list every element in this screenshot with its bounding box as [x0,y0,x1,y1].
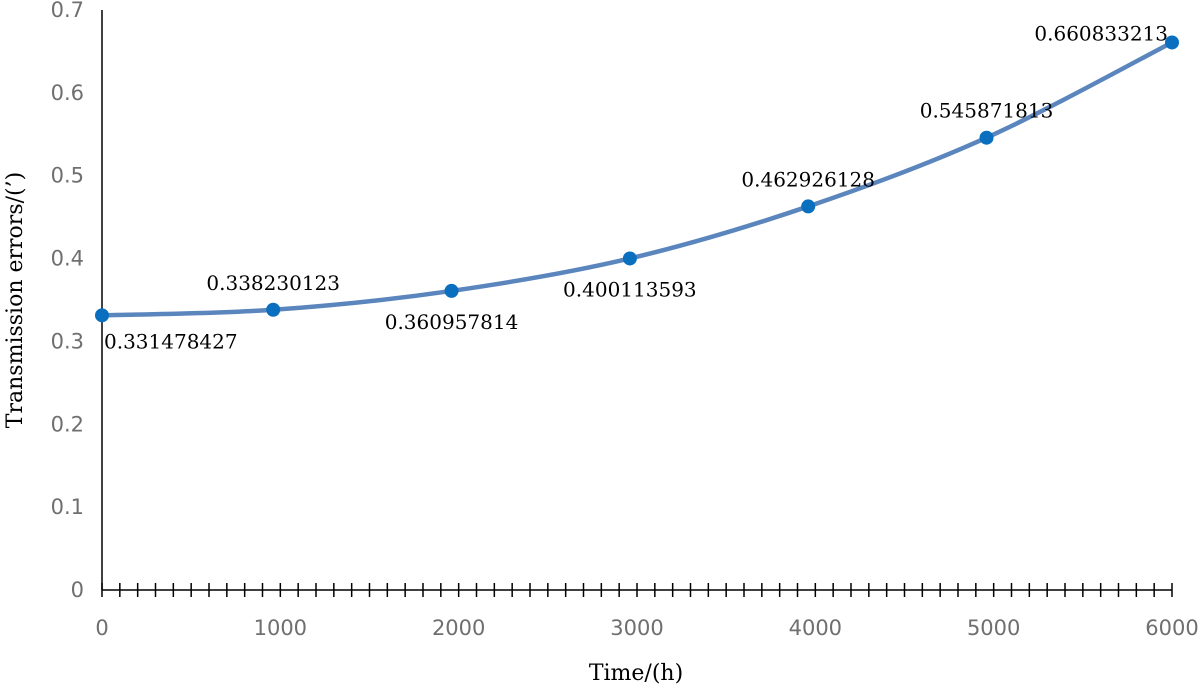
data-point [622,251,637,266]
series [95,35,1179,323]
data-label: 0.462926128 [741,167,875,191]
y-tick-label: 0.3 [51,329,84,353]
x-tick-label: 0 [95,616,108,640]
data-point [266,302,281,317]
x-tick-label: 5000 [967,616,1020,640]
x-tick-label: 1000 [254,616,307,640]
y-tick-label: 0 [71,578,84,602]
y-tick-label: 0.4 [51,247,84,271]
data-point [801,199,816,214]
y-axis-title: Transmission errors/(’) [3,172,28,428]
data-label: 0.338230123 [206,271,340,295]
ticks [101,583,1173,597]
data-point [979,130,994,145]
x-tick-label: 4000 [789,616,842,640]
y-tick-label: 0.5 [51,164,84,188]
data-point [444,283,459,298]
data-label: 0.660833213 [1034,21,1168,45]
y-tick-label: 0.7 [51,0,84,22]
data-label: 0.545871813 [920,99,1054,123]
x-tick-label: 6000 [1145,616,1198,640]
y-tick-label: 0.1 [51,495,84,519]
x-tick-label: 3000 [610,616,663,640]
y-tick-label: 0.6 [51,81,84,105]
data-label: 0.331478427 [104,329,238,353]
data-point [1165,35,1179,50]
tick-labels: 0 1000 2000 3000 4000 5000 6000 0 0.1 0.2 0.3 0.4 0.… [51,0,1199,640]
data-label: 0.400113593 [563,277,697,301]
data-label: 0.360957814 [385,310,519,334]
data-labels: 0.331478427 0.338230123 0.360957814 0.40011… [104,21,1168,353]
x-tick-label: 2000 [432,616,485,640]
x-axis-title: Time/(h) [589,661,683,686]
data-point [95,308,109,323]
y-tick-label: 0.2 [51,412,84,436]
